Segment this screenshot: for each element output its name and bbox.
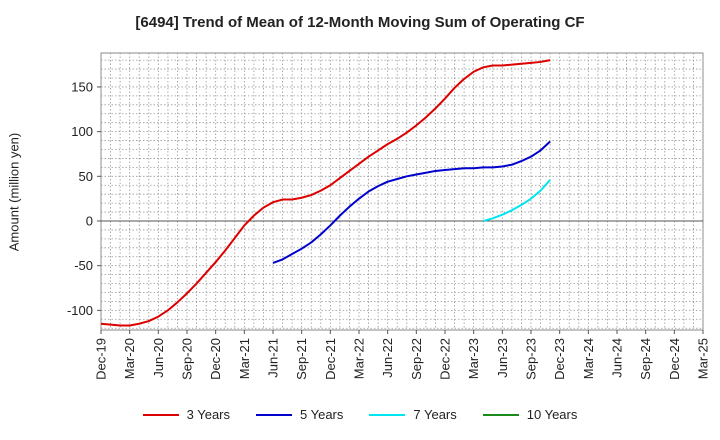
x-tick-label: Mar-25 [696,338,711,379]
legend-item: 3 Years [142,407,230,422]
legend-swatch [482,413,519,416]
x-tick-label: Jun-20 [151,338,166,378]
y-tick-label: 0 [86,213,93,228]
x-tick-label: Mar-20 [122,338,137,379]
y-tick-label: 150 [71,79,93,94]
legend-swatch [256,413,292,416]
legend-item: 10 Years [482,407,578,422]
legend-item: 7 Years [369,407,457,422]
x-tick-label: Mar-22 [352,338,367,379]
y-tick-label: 100 [71,124,93,139]
legend: 3 Years 5 Years 7 Years 10 Years [0,407,720,422]
x-tick-label: Dec-19 [94,338,109,380]
legend-label: 5 Years [300,407,344,422]
x-tick-label: Sep-22 [409,338,424,380]
legend-swatch [142,413,179,416]
x-tick-label: Sep-20 [180,338,195,380]
x-tick-label: Dec-20 [208,338,223,380]
x-tick-label: Jun-23 [495,338,510,378]
x-tick-label: Jun-22 [380,338,395,378]
x-tick-label: Dec-23 [552,338,567,380]
x-tick-label: Sep-21 [294,338,309,380]
legend-swatch [369,413,406,416]
x-tick-label: Mar-24 [581,338,596,379]
x-tick-label: Dec-22 [438,338,453,380]
legend-label: 10 Years [526,407,578,422]
x-tick-label: Dec-21 [323,338,338,380]
x-tick-label: Jun-21 [266,338,281,378]
x-tick-label: Mar-23 [466,338,481,379]
y-tick-label: -50 [74,258,93,273]
grid-lines [100,53,704,330]
chart-title: [6494] Trend of Mean of 12-Month Moving … [135,14,585,31]
legend-item: 5 Years [256,407,343,422]
series-line-3-years [100,59,551,327]
legend-label: 3 Years [186,407,230,422]
y-tick-label: 50 [79,169,93,184]
series-lines [100,59,551,327]
x-tick-label: Dec-24 [667,338,682,380]
x-axis-ticks: Dec-19 Mar-20 Jun-20 Sep-20 Dec-20 Mar-21 Jun-… [94,330,711,380]
x-tick-label: Sep-24 [638,338,653,380]
x-tick-label: Mar-21 [237,338,252,379]
series-line-7-years [482,179,551,222]
legend-label: 7 Years [413,407,457,422]
x-tick-label: Sep-23 [524,338,539,380]
x-tick-label: Jun-24 [610,338,625,378]
series-line-5-years [272,140,551,264]
y-tick-label: -100 [67,303,93,318]
y-axis-ticks: -100 -50 0 50 100 150 [67,79,101,318]
